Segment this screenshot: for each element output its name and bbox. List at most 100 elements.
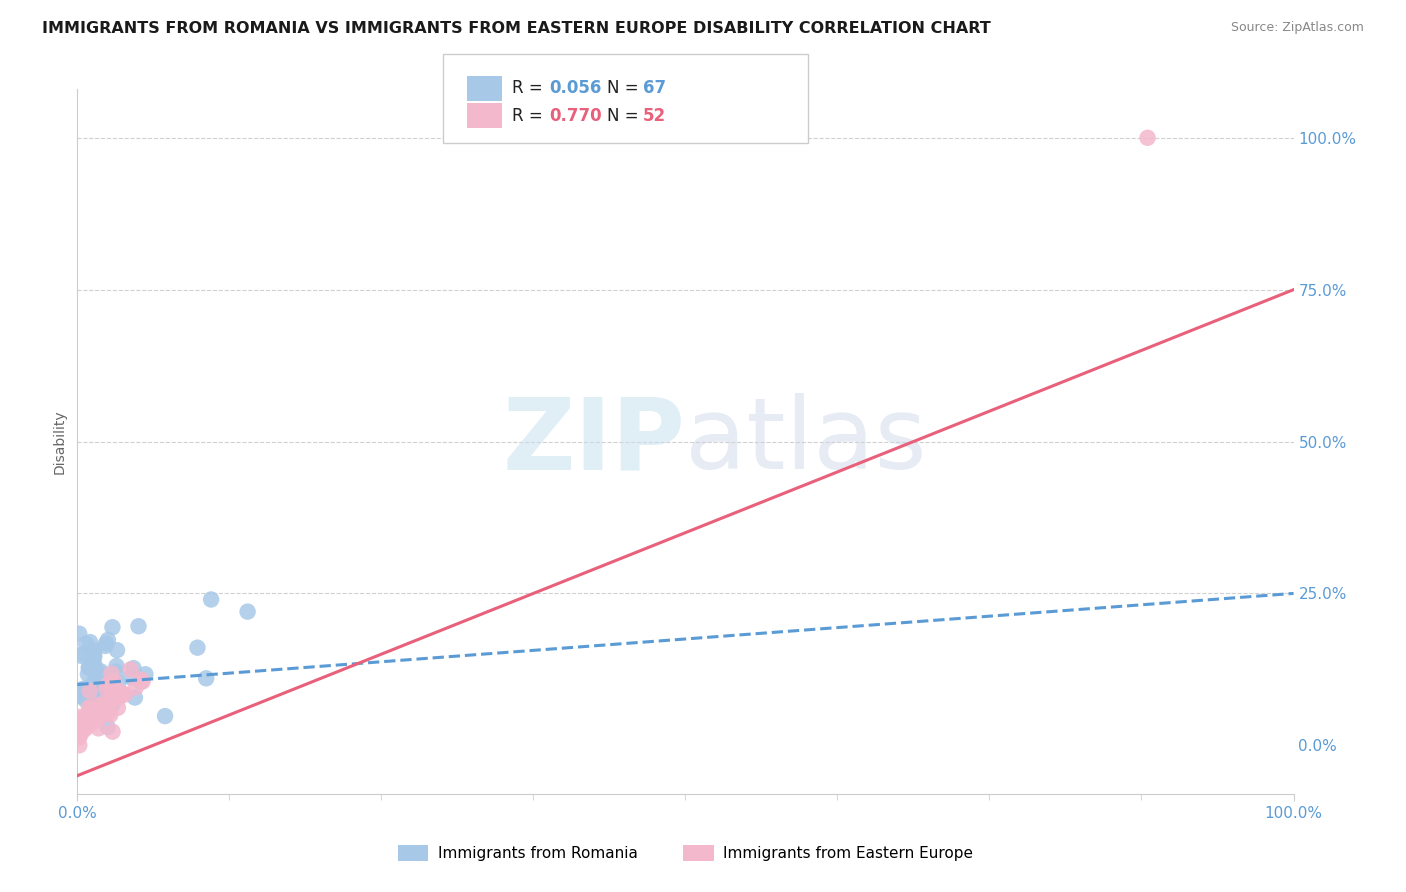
Point — [93, 698, 115, 713]
Point — [103, 689, 125, 703]
Point — [153, 709, 176, 723]
Point — [107, 687, 129, 701]
Text: R =: R = — [512, 107, 548, 125]
Point — [69, 731, 91, 745]
Text: 0.056: 0.056 — [550, 79, 602, 97]
Point — [70, 648, 93, 663]
Point — [107, 676, 129, 690]
Point — [72, 723, 94, 738]
Point — [80, 706, 103, 720]
Point — [97, 720, 120, 734]
Point — [100, 692, 122, 706]
Point — [72, 681, 94, 696]
Point — [83, 681, 105, 695]
Point — [76, 686, 98, 700]
Point — [105, 691, 128, 706]
Legend: Immigrants from Romania, Immigrants from Eastern Europe: Immigrants from Romania, Immigrants from… — [392, 839, 979, 867]
Point — [87, 708, 110, 723]
Point — [236, 605, 259, 619]
Point — [90, 701, 112, 715]
Text: 0.770: 0.770 — [550, 107, 602, 125]
Point — [87, 706, 110, 720]
Point — [72, 647, 94, 661]
Point — [108, 690, 131, 704]
Text: atlas: atlas — [686, 393, 927, 490]
Point — [96, 706, 118, 721]
Point — [83, 644, 105, 658]
Point — [70, 712, 93, 726]
Point — [86, 698, 108, 713]
Point — [72, 717, 94, 731]
Point — [77, 683, 100, 698]
Point — [128, 619, 150, 633]
Text: N =: N = — [607, 107, 644, 125]
Point — [86, 677, 108, 691]
Point — [89, 688, 111, 702]
Point — [107, 700, 129, 714]
Point — [79, 635, 101, 649]
Point — [87, 695, 110, 709]
Point — [101, 620, 124, 634]
Point — [200, 592, 222, 607]
Point — [87, 722, 110, 736]
Point — [67, 710, 90, 724]
Point — [70, 724, 93, 739]
Point — [114, 688, 136, 702]
Point — [83, 658, 105, 673]
Point — [67, 626, 90, 640]
Point — [89, 673, 111, 687]
Point — [75, 692, 97, 706]
Point — [120, 663, 142, 677]
Text: 67: 67 — [643, 79, 665, 97]
Point — [77, 700, 100, 714]
Point — [195, 671, 218, 685]
Point — [69, 716, 91, 731]
Point — [96, 694, 118, 708]
Point — [100, 666, 122, 681]
Point — [89, 675, 111, 690]
Point — [96, 693, 118, 707]
Point — [75, 721, 97, 735]
Point — [83, 647, 105, 661]
Point — [131, 674, 153, 689]
Point — [69, 720, 91, 734]
Point — [79, 698, 101, 712]
Point — [186, 640, 208, 655]
Point — [67, 739, 90, 753]
Point — [96, 697, 118, 711]
Point — [97, 677, 120, 691]
Point — [69, 720, 91, 734]
Y-axis label: Disability: Disability — [52, 409, 66, 474]
Point — [96, 681, 118, 696]
Point — [93, 706, 115, 720]
Point — [69, 689, 91, 703]
Point — [70, 682, 93, 697]
Point — [82, 709, 104, 723]
Point — [93, 696, 115, 710]
Text: R =: R = — [512, 79, 548, 97]
Text: IMMIGRANTS FROM ROMANIA VS IMMIGRANTS FROM EASTERN EUROPE DISABILITY CORRELATION: IMMIGRANTS FROM ROMANIA VS IMMIGRANTS FR… — [42, 21, 991, 37]
Point — [100, 669, 122, 683]
Point — [75, 637, 97, 651]
Point — [129, 673, 152, 687]
Point — [111, 686, 134, 700]
Point — [77, 661, 100, 675]
Point — [86, 674, 108, 689]
Point — [80, 716, 103, 731]
Point — [90, 667, 112, 681]
Point — [103, 674, 125, 689]
Point — [1136, 130, 1159, 145]
Point — [82, 677, 104, 691]
Point — [83, 650, 105, 665]
Point — [107, 684, 129, 698]
Point — [87, 690, 110, 705]
Point — [77, 688, 100, 702]
Point — [86, 705, 108, 719]
Point — [125, 681, 148, 695]
Point — [87, 690, 110, 705]
Point — [122, 661, 145, 675]
Point — [94, 636, 117, 650]
Point — [76, 710, 98, 724]
Point — [93, 705, 115, 719]
Point — [77, 660, 100, 674]
